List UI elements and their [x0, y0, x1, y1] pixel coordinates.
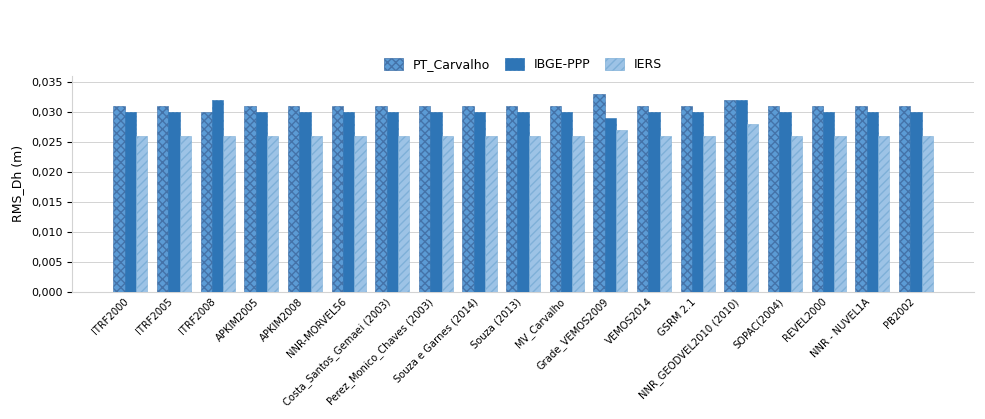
Bar — [703, 136, 715, 292]
Bar — [486, 136, 496, 292]
Bar — [343, 112, 355, 292]
Bar — [375, 106, 386, 292]
Bar — [855, 106, 867, 292]
Bar — [430, 112, 441, 292]
Bar — [517, 112, 529, 292]
Bar — [386, 112, 398, 292]
Bar — [922, 136, 933, 292]
Bar — [125, 112, 136, 292]
Bar — [867, 112, 878, 292]
Bar — [506, 106, 517, 292]
Bar — [822, 112, 834, 292]
Bar — [561, 112, 572, 292]
Bar — [398, 136, 409, 292]
Bar — [332, 106, 343, 292]
Bar — [256, 112, 267, 292]
Bar — [355, 136, 365, 292]
Bar — [899, 106, 910, 292]
Bar — [637, 106, 648, 292]
Bar — [310, 136, 322, 292]
Bar — [463, 106, 474, 292]
Bar — [768, 106, 779, 292]
Bar — [747, 124, 758, 292]
Bar — [267, 136, 279, 292]
Bar — [593, 94, 605, 292]
Bar — [113, 106, 125, 292]
Bar — [157, 106, 168, 292]
Bar — [244, 106, 256, 292]
Y-axis label: RMS_Dh (m): RMS_Dh (m) — [11, 145, 24, 222]
Bar — [605, 118, 616, 292]
Bar — [288, 106, 299, 292]
Bar — [812, 106, 822, 292]
Bar — [878, 136, 889, 292]
Bar — [779, 112, 791, 292]
Bar — [910, 112, 922, 292]
Bar — [616, 130, 627, 292]
Bar — [660, 136, 671, 292]
Bar — [224, 136, 234, 292]
Bar — [791, 136, 802, 292]
Bar — [474, 112, 486, 292]
Bar — [681, 106, 692, 292]
Bar — [692, 112, 703, 292]
Bar — [441, 136, 453, 292]
Bar — [419, 106, 430, 292]
Bar — [550, 106, 561, 292]
Bar — [212, 100, 224, 292]
Bar — [136, 136, 148, 292]
Bar — [201, 112, 212, 292]
Bar — [529, 136, 540, 292]
Bar — [572, 136, 584, 292]
Bar — [168, 112, 179, 292]
Bar — [179, 136, 191, 292]
Bar — [299, 112, 310, 292]
Legend: PT_Carvalho, IBGE-PPP, IERS: PT_Carvalho, IBGE-PPP, IERS — [380, 54, 666, 75]
Bar — [736, 100, 747, 292]
Bar — [648, 112, 660, 292]
Bar — [834, 136, 846, 292]
Bar — [724, 100, 736, 292]
